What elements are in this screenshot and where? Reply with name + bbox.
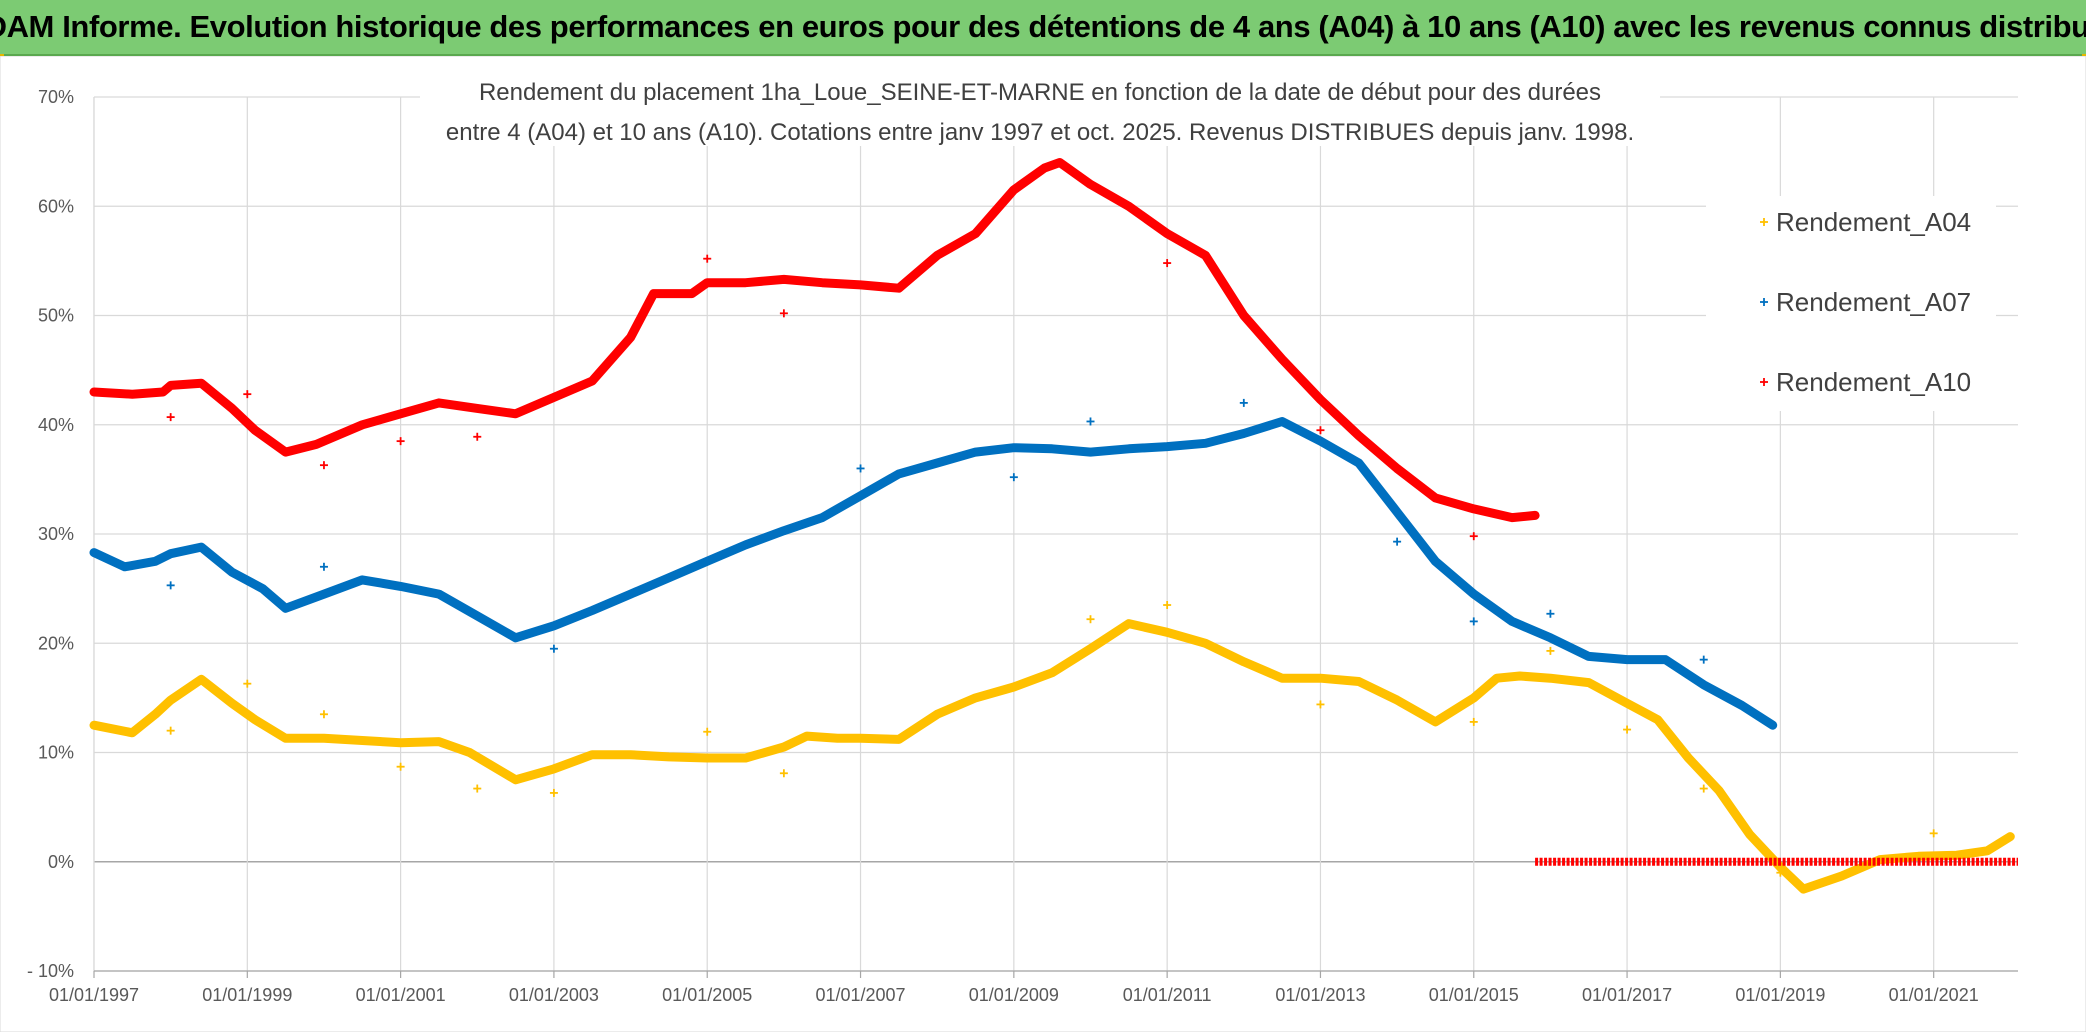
outlier-point-rendement-a07: [1699, 655, 1708, 664]
legend-bg: [1706, 196, 1996, 411]
y-tick-label: - 10%: [27, 961, 74, 981]
outlier-point-rendement-a04: [473, 784, 482, 793]
outlier-point-rendement-a10: [396, 437, 405, 446]
outlier-point-rendement-a07: [319, 562, 328, 571]
outlier-point-rendement-a10: [703, 254, 712, 263]
x-tick-label: 01/01/1999: [202, 985, 292, 1005]
outlier-point-rendement-a04: [1776, 868, 1785, 877]
gridlines: [93, 96, 2018, 972]
outliers-layer: [166, 254, 1938, 877]
header-title: ADAM Informe. Evolution historique des p…: [0, 9, 2086, 44]
x-tick-label: 01/01/2005: [662, 985, 752, 1005]
x-tick-label: 01/01/2001: [356, 985, 446, 1005]
legend-marker-rendement-a04: [1760, 218, 1768, 226]
series-line-rendement-a07: [89, 417, 1778, 730]
series-line-rendement-a10: [89, 158, 1540, 523]
outlier-point-rendement-a04: [319, 710, 328, 719]
axis-ticks: 70% 60% 50% 40% 30% 20% 10% 0% - 10% 01/01/1997 01…: [27, 87, 1979, 1005]
outlier-point-rendement-a04: [1929, 829, 1938, 838]
chart-title-line2: entre 4 (A04) et 10 ans (A10). Cotations…: [446, 119, 1634, 146]
outlier-point-rendement-a04: [1163, 601, 1172, 610]
outlier-point-rendement-a10: [1163, 259, 1172, 268]
y-tick-label: 40%: [38, 415, 74, 435]
x-tick-label: 01/01/2011: [1123, 985, 1212, 1005]
header-banner: ADAM Informe. Evolution historique des p…: [0, 0, 2086, 56]
outlier-point-rendement-a07: [1239, 398, 1248, 407]
y-tick-label: 0%: [48, 852, 74, 872]
x-tick-label: 01/01/2009: [969, 985, 1059, 1005]
outlier-point-rendement-a04: [1316, 700, 1325, 709]
outlier-point-rendement-a04: [243, 679, 252, 688]
y-tick-label: 70%: [38, 87, 74, 107]
chart-area: 70% 60% 50% 40% 30% 20% 10% 0% - 10% 01/01/1997 01…: [0, 56, 2086, 1032]
y-tick-label: 10%: [38, 743, 74, 763]
chart-title-line1: Rendement du placement 1ha_Loue_SEINE-ET…: [479, 79, 1601, 106]
outlier-point-rendement-a04: [166, 726, 175, 735]
outlier-point-rendement-a10: [1316, 426, 1325, 435]
legend-label-rendement-a07: Rendement_A07: [1776, 287, 1971, 317]
legend-label-rendement-a10: Rendement_A10: [1776, 367, 1971, 397]
x-tick-label: 01/01/2013: [1275, 985, 1365, 1005]
outlier-point-rendement-a07: [166, 581, 175, 590]
outlier-point-rendement-a10: [473, 432, 482, 441]
outlier-point-rendement-a04: [1086, 615, 1095, 624]
x-tick-label: 01/01/2017: [1582, 985, 1672, 1005]
outlier-point-rendement-a10: [779, 309, 788, 318]
y-tick-label: 50%: [38, 306, 74, 326]
outlier-point-rendement-a07: [549, 644, 558, 653]
x-tick-label: 01/01/2003: [509, 985, 599, 1005]
outlier-point-rendement-a10: [166, 413, 175, 422]
x-tick-label: 01/01/1997: [49, 985, 139, 1005]
outlier-point-rendement-a04: [1623, 725, 1632, 734]
series-layer: [89, 158, 2018, 894]
outlier-point-rendement-a10: [319, 461, 328, 470]
outlier-point-rendement-a04: [396, 762, 405, 771]
outlier-point-rendement-a07: [1009, 473, 1018, 482]
outlier-point-rendement-a04: [1469, 717, 1478, 726]
y-tick-label: 20%: [38, 633, 74, 653]
outlier-point-rendement-a07: [1546, 609, 1555, 618]
outlier-point-rendement-a04: [779, 769, 788, 778]
outlier-point-rendement-a07: [1469, 617, 1478, 626]
series-line-rendement-a04: [89, 619, 2015, 894]
legend: Rendement_A04 Rendement_A07 Rendement_A10: [1706, 196, 1996, 411]
outlier-point-rendement-a04: [549, 788, 558, 797]
outlier-point-rendement-a10: [243, 390, 252, 399]
x-tick-label: 01/01/2007: [815, 985, 905, 1005]
legend-marker-rendement-a07: [1760, 298, 1768, 306]
y-tick-label: 30%: [38, 524, 74, 544]
legend-label-rendement-a04: Rendement_A04: [1776, 207, 1971, 237]
outlier-point-rendement-a07: [1086, 417, 1095, 426]
outlier-point-rendement-a07: [856, 464, 865, 473]
legend-marker-rendement-a10: [1760, 378, 1768, 386]
x-tick-label: 01/01/2021: [1889, 985, 1979, 1005]
y-tick-label: 60%: [38, 196, 74, 216]
outlier-point-rendement-a07: [1393, 537, 1402, 546]
outlier-point-rendement-a04: [703, 727, 712, 736]
x-tick-label: 01/01/2015: [1429, 985, 1519, 1005]
outlier-point-rendement-a04: [1546, 646, 1555, 655]
outlier-point-rendement-a04: [1699, 784, 1708, 793]
x-tick-label: 01/01/2019: [1735, 985, 1825, 1005]
chart-title-bg: [420, 60, 1660, 146]
outlier-point-rendement-a10: [1469, 532, 1478, 541]
